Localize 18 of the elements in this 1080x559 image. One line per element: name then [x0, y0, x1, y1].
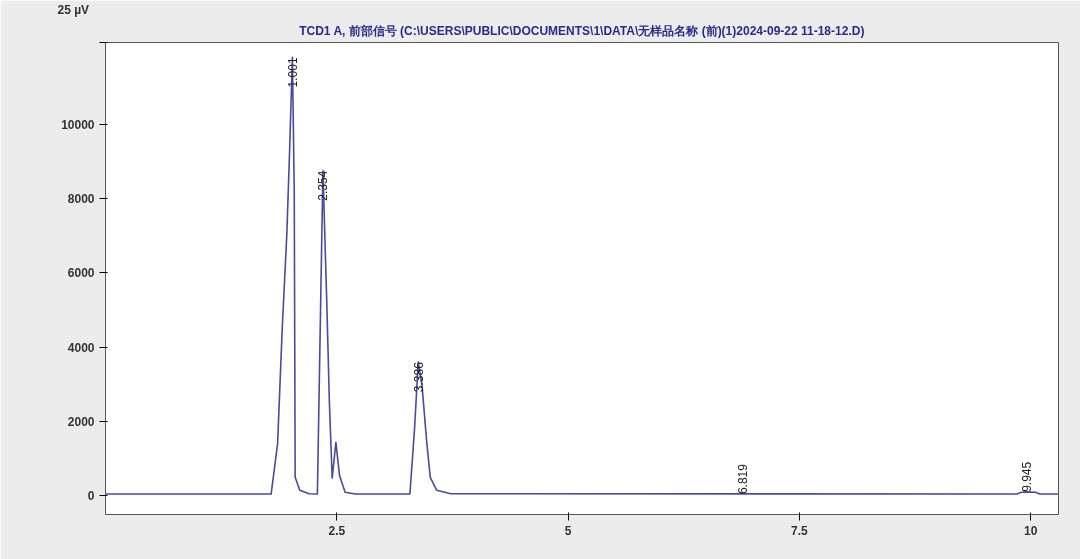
x-tick-label: 5: [564, 523, 572, 538]
x-tick-label: 10: [1024, 523, 1038, 538]
annotation: 6.819: [735, 463, 750, 495]
annotation: 1.001: [285, 57, 300, 88]
x-tick-label: 2.5: [328, 523, 346, 538]
y-tick-label: 2000: [67, 415, 95, 430]
y-axis-title: 25 µV: [57, 2, 90, 17]
y-tick-label: 8000: [67, 192, 95, 207]
annotation: 9.945: [1019, 461, 1034, 492]
y-tick-label: 10000: [61, 117, 95, 132]
x-tick-label: 7.5: [791, 523, 809, 538]
y-tick-label: 0: [87, 489, 95, 504]
chart-title: TCD1 A, 前部信号 (C:\USERS\PUBLIC\DOCUMENTS\1\DATA\无样品名称 (前)(1)2024-09-22 11-18-12.D): [299, 23, 865, 38]
annotation: 2.354: [316, 170, 331, 201]
y-tick-label: 6000: [67, 266, 95, 281]
line-series: [105, 56, 1059, 495]
y-tick-label: 4000: [67, 340, 95, 355]
annotation: 3.386: [411, 361, 426, 393]
